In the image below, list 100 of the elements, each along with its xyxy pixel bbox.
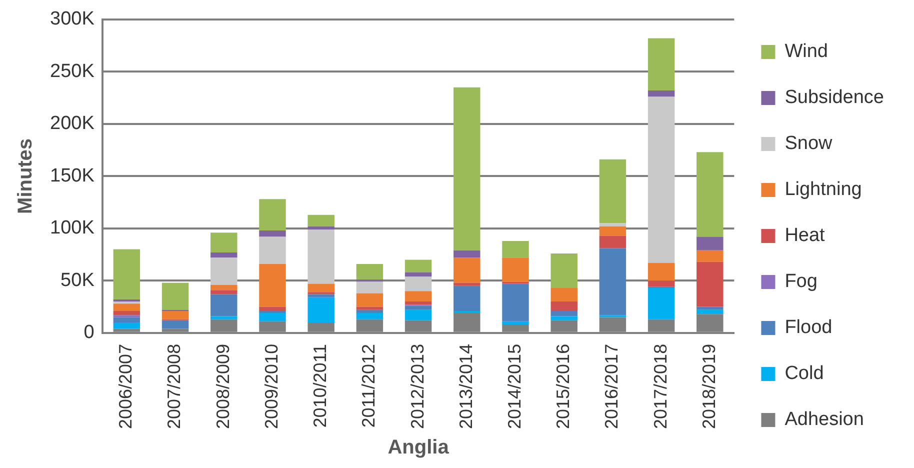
bar [648,38,675,90]
bar [454,258,480,283]
bar [259,230,286,237]
x-tick-label: 2007/2008 [164,344,184,430]
bar [356,313,384,320]
bar [210,294,238,316]
bar [502,240,529,258]
y-tick-label: 150K [50,165,95,186]
bar [259,313,286,322]
bar [210,284,238,290]
x-tick-label: 2014/2015 [504,344,524,430]
bar [696,310,724,314]
bar [648,262,675,281]
bar [696,236,724,250]
bar [599,248,626,316]
bar [259,306,286,311]
bar [404,306,432,310]
bar [696,262,724,307]
bar [454,310,480,314]
legend-label: Snow [784,133,833,154]
bar [162,310,189,320]
y-tick-label: 100K [50,218,95,239]
bar [404,272,432,276]
bar [404,302,432,305]
bar [696,250,724,262]
bar [113,304,140,311]
bar [550,316,578,320]
bar [356,282,384,294]
legend-label: Wind [784,41,828,62]
bar [648,288,675,320]
x-tick-label: 2015/2016 [553,344,574,430]
bar [259,264,286,307]
y-tick-label: 0 [84,322,94,344]
legend-label: Flood [784,317,832,338]
x-tick-label: 2006/2007 [116,344,136,430]
bar [210,290,238,294]
bar [404,276,432,292]
x-tick-label: 2016/2017 [602,344,622,430]
bar [696,306,724,310]
legend-label: Cold [784,363,824,384]
bar [113,249,140,300]
bar [599,223,626,226]
x-axis-title: Anglia [388,436,450,459]
bar [356,310,384,314]
x-tick-label: 2011/2012 [358,344,379,428]
y-tick-label: 300K [50,8,95,30]
bar [308,229,334,284]
y-tick-label: 50K [60,270,95,291]
bar [648,96,675,263]
bar [550,288,578,302]
y-tick-label: 250K [50,60,95,82]
x-tick-label: 2009/2010 [261,344,282,430]
bar [259,310,286,314]
legend-label: Heat [784,225,826,246]
bar [162,320,189,329]
bar [454,87,480,250]
bar [599,236,626,248]
bar [696,152,724,237]
y-axis-title: Minutes [14,138,37,214]
legend-label: Fog [784,271,818,292]
bar [599,226,626,236]
bar [454,250,480,258]
bar [502,321,529,325]
legend-label: Subsidence [784,87,884,108]
bar [113,322,140,329]
bar [648,280,675,287]
bar [210,232,238,252]
bar [599,159,626,224]
bar [259,236,286,264]
bar [356,293,384,307]
bar [404,260,432,272]
bar [308,297,334,322]
y-tick-label: 200K [50,113,95,134]
bar [550,253,578,288]
x-tick-label: 2018/2019 [698,344,719,430]
bar [550,310,578,316]
bar [113,310,140,316]
bar [502,258,529,282]
x-tick-label: 2008/2009 [212,344,233,430]
bar [308,294,334,298]
x-tick-label: 2012/2013 [407,344,428,430]
bar [308,284,334,292]
bar [113,317,140,322]
legend-label: Adhesion [784,409,864,430]
bar [404,310,432,320]
bar [404,291,432,302]
bar [259,199,286,230]
legend-label: Lightning [784,179,862,200]
bar [454,282,480,286]
bar [210,258,238,285]
x-tick-label: 2010/2011 [310,344,330,428]
bar [648,90,675,97]
bar [210,316,238,320]
bar [356,306,384,310]
bar [162,282,189,310]
bar [550,302,578,311]
x-tick-label: 2017/2018 [650,344,670,430]
bar [454,286,480,311]
x-tick-label: 2013/2014 [456,344,476,430]
bar [308,226,334,230]
